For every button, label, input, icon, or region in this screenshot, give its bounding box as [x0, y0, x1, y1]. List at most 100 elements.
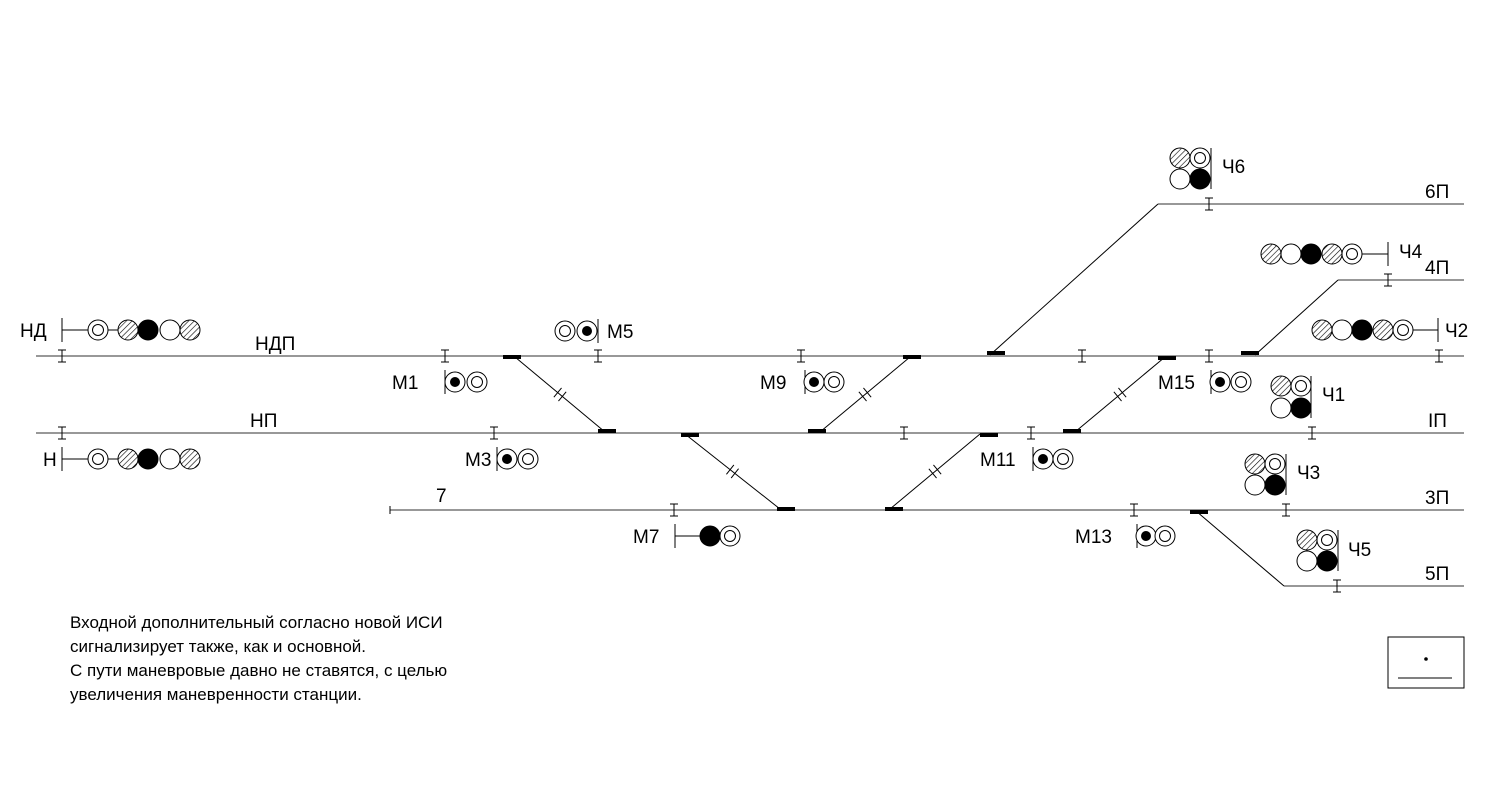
lamp-filled-icon — [1189, 168, 1211, 190]
switch-point-icon — [598, 429, 616, 433]
signal-nd[interactable] — [61, 318, 201, 342]
switch-point-icon — [777, 507, 795, 511]
lamp-dot-icon — [576, 320, 598, 342]
lamp-ring-icon — [517, 448, 539, 470]
track-label-t7: 7 — [436, 486, 447, 507]
switch-point-icon — [903, 355, 921, 359]
lamp-ring-icon — [1392, 319, 1414, 341]
lamp-ring-icon — [554, 320, 576, 342]
signal-label-m11: М11 — [980, 450, 1016, 471]
signal-label-m1: М1 — [392, 373, 418, 394]
lamp-ring-icon — [1290, 375, 1312, 397]
crossover-joint-icon — [558, 391, 567, 402]
insulated-joint-icon — [58, 426, 66, 440]
signal-label-n: Н — [43, 450, 57, 471]
insulated-joint-icon — [594, 349, 602, 363]
signal-m11[interactable] — [1032, 447, 1074, 471]
signal-label-m15: М15 — [1158, 373, 1195, 394]
track-label-t4: 4П — [1425, 258, 1449, 279]
insulated-joint-icon — [1205, 197, 1213, 211]
lamp-dot-icon — [1209, 371, 1231, 393]
insulated-joint-icon — [1078, 349, 1086, 363]
insulated-joint-icon — [670, 503, 678, 517]
signal-label-m7: М7 — [633, 527, 659, 548]
signal-label-m5: М5 — [607, 322, 633, 343]
lamp-hatched-icon — [1260, 243, 1282, 265]
signal-m7[interactable] — [674, 524, 741, 548]
crossover-joint-icon — [726, 464, 735, 475]
crossover-joint-icon — [858, 391, 867, 402]
crossover-joint-icon — [1113, 391, 1122, 402]
switch-point-icon — [980, 433, 998, 437]
lamp-hatched-icon — [1311, 319, 1333, 341]
crossover-joint-icon — [1118, 387, 1127, 398]
lamp-hatched-icon — [1372, 319, 1394, 341]
lamp-ring-icon — [87, 448, 109, 470]
track-label-t3: 3П — [1425, 488, 1449, 509]
signal-ch1[interactable] — [1270, 375, 1312, 419]
lamp-ring-icon — [1189, 147, 1211, 169]
lamp-filled-icon — [137, 319, 159, 341]
insulated-joint-icon — [1333, 579, 1341, 593]
track-label-t1: ІП — [1428, 411, 1447, 432]
lamp-empty-icon — [1244, 474, 1266, 496]
signal-label-ch3: Ч3 — [1297, 463, 1320, 484]
signal-m1[interactable] — [444, 370, 488, 394]
insulated-joint-icon — [490, 426, 498, 440]
track-6p-branch — [989, 203, 1159, 356]
signal-ch3[interactable] — [1244, 453, 1287, 496]
lamp-filled-icon — [1351, 319, 1373, 341]
insulated-joint-icon — [441, 349, 449, 363]
switch-point-icon — [987, 351, 1005, 355]
note-line: Входной дополнительный согласно новой ИС… — [70, 613, 443, 632]
signal-m9[interactable] — [803, 370, 845, 394]
switch-point-icon — [681, 433, 699, 437]
note-line: С пути маневровые давно не ставятся, с ц… — [70, 661, 448, 680]
lamp-hatched-icon — [179, 448, 201, 470]
track-5p-branch — [1195, 510, 1285, 587]
insulated-joint-icon — [797, 349, 805, 363]
lamp-filled-icon — [1300, 243, 1322, 265]
crossover-joint-icon — [928, 468, 937, 479]
insulated-joint-icon — [1282, 503, 1290, 517]
lamp-filled-icon — [1264, 474, 1286, 496]
note-text: Входной дополнительный согласно новой ИС… — [70, 611, 447, 707]
signal-n[interactable] — [61, 447, 201, 471]
lamp-ring-icon — [1154, 525, 1176, 547]
signal-m5[interactable] — [554, 319, 599, 343]
lamp-dot-icon — [803, 371, 825, 393]
track-4p-branch — [1254, 279, 1339, 356]
legend-box — [1387, 636, 1465, 689]
note-line: увеличения маневренности станции. — [70, 685, 362, 704]
signal-ch2[interactable] — [1311, 318, 1439, 342]
lamp-empty-icon — [1331, 319, 1353, 341]
lamp-empty-icon — [159, 448, 181, 470]
lamp-filled-icon — [699, 525, 721, 547]
crossover — [1074, 356, 1166, 433]
insulated-joint-icon — [58, 349, 66, 363]
signal-ch5[interactable] — [1296, 529, 1339, 572]
lamp-filled-icon — [137, 448, 159, 470]
crossover — [889, 433, 981, 510]
switch-point-icon — [1190, 510, 1208, 514]
signal-ch4[interactable] — [1260, 242, 1389, 266]
lamp-dot-icon — [496, 448, 518, 470]
signal-label-ch6: Ч6 — [1222, 157, 1245, 178]
note-line: сигнализирует также, как и основной. — [70, 637, 367, 656]
signal-label-m3: М3 — [465, 450, 491, 471]
signal-label-ch2: Ч2 — [1445, 321, 1468, 342]
signal-label-ch1: Ч1 — [1322, 385, 1345, 406]
lamp-hatched-icon — [1169, 147, 1191, 169]
track-label-t5: 5П — [1425, 564, 1449, 585]
lamp-hatched-icon — [117, 319, 139, 341]
lamp-hatched-icon — [179, 319, 201, 341]
signal-m13[interactable] — [1135, 524, 1176, 548]
signal-m3[interactable] — [496, 447, 539, 471]
signal-ch6[interactable] — [1169, 147, 1212, 190]
signal-label-m13: М13 — [1075, 527, 1112, 548]
signal-m15[interactable] — [1209, 370, 1252, 394]
lamp-ring-icon — [1052, 448, 1074, 470]
switch-point-icon — [1241, 351, 1259, 355]
track-label-ndp: НДП — [255, 334, 295, 355]
